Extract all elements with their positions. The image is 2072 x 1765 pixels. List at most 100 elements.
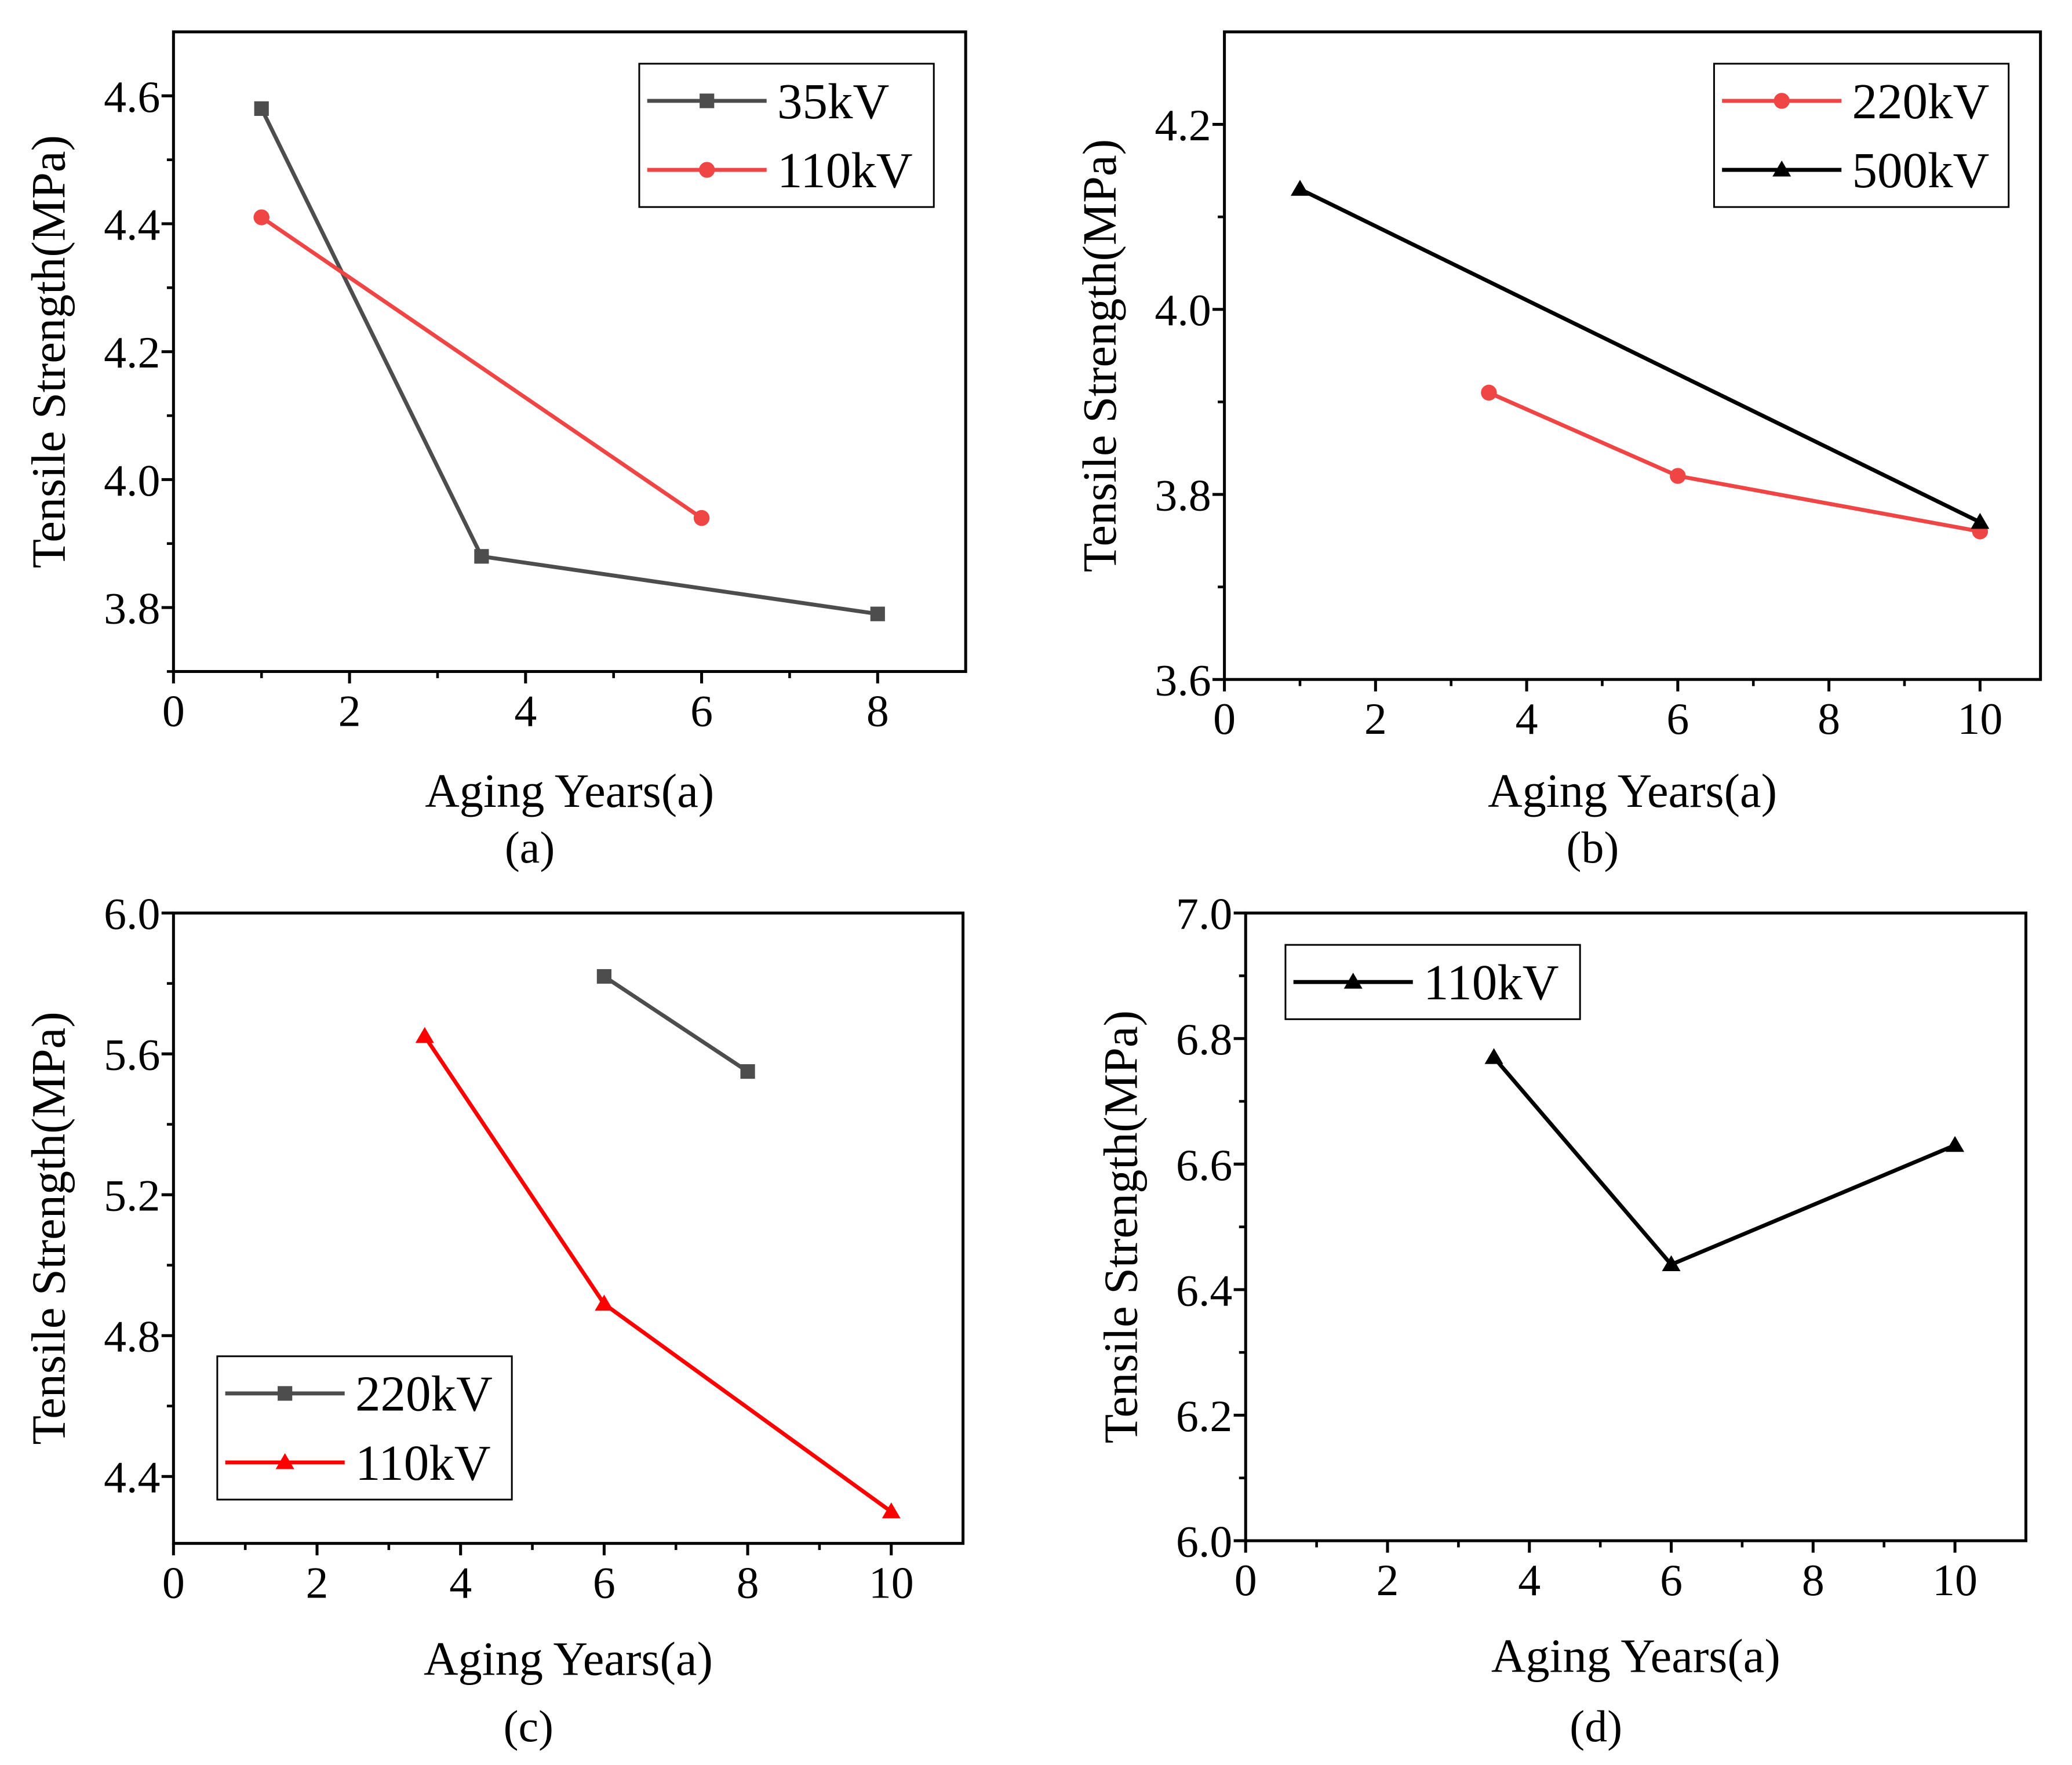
x-tick-label: 4 [1518, 1555, 1541, 1605]
data-point [870, 606, 885, 621]
series-110kV [253, 209, 710, 526]
y-axis-label: Tensile Strength(MPa) [1095, 1010, 1148, 1443]
y-tick-label: 5.2 [104, 1171, 160, 1221]
legend-label: 220kV [1852, 73, 1990, 129]
x-tick-label: 8 [1818, 694, 1840, 744]
data-point [1670, 468, 1686, 484]
legend-label: 110kV [1423, 954, 1559, 1010]
y-tick-label: 5.6 [104, 1030, 160, 1080]
x-tick-label: 10 [1932, 1555, 1978, 1605]
data-point [596, 969, 611, 984]
legend-marker [1772, 161, 1791, 177]
y-tick-label: 3.6 [1155, 656, 1211, 705]
x-tick-label: 0 [162, 686, 185, 736]
y-tick-label: 6.0 [104, 889, 160, 939]
x-tick-label: 8 [737, 1558, 759, 1608]
y-tick-label: 6.4 [1176, 1265, 1232, 1315]
chart-panel-b: 0 2 4 6 8 10 3.6 3.8 4.0 4.2 Aging Years(a) Tensile… [1073, 30, 2042, 872]
series-line [1492, 1056, 1956, 1267]
x-axis-label: Aging Years(a) [1491, 1630, 1780, 1683]
chart-panel-d: 0 2 4 6 8 10 6.0 6.2 6.4 6.6 6.8 7.0 Aging Years(a) T… [1095, 889, 2027, 1751]
legend-marker [275, 1453, 294, 1469]
data-point [595, 1294, 614, 1311]
panel-caption: (b) [1567, 823, 1619, 872]
data-point [1971, 512, 1990, 529]
data-point [1481, 384, 1497, 401]
x-tick-label: 6 [1666, 694, 1689, 744]
panel-caption: (d) [1570, 1701, 1622, 1751]
legend-box [638, 63, 935, 208]
legend: 35kV 110kV [638, 63, 935, 208]
data-point [882, 1502, 901, 1519]
x-tick-label: 4 [449, 1558, 472, 1608]
data-point [253, 209, 270, 225]
y-tick-label: 4.4 [104, 1453, 160, 1502]
series-110kV [1484, 1048, 1965, 1272]
y-axis-label: Tensile Strength(MPa) [1073, 139, 1126, 572]
legend-marker [698, 162, 715, 178]
chart-panel-c: 0 2 4 6 8 10 4.4 4.8 5.2 5.6 6.0 Aging Years(a) Tens… [23, 889, 965, 1751]
x-tick-label: 6 [593, 1558, 616, 1608]
legend-box [216, 1355, 513, 1501]
legend-marker [700, 93, 715, 108]
data-point [1484, 1048, 1503, 1064]
data-point [415, 1027, 434, 1043]
x-tick-label: 10 [869, 1558, 914, 1608]
legend: 220kV 110kV [216, 1355, 513, 1501]
x-tick-label: 4 [514, 686, 537, 736]
legend-marker [278, 1386, 293, 1401]
legend-box [1713, 63, 2010, 208]
y-axis-label: Tensile Strength(MPa) [23, 1011, 75, 1444]
legend: 110kV [1284, 944, 1581, 1020]
x-tick-label: 10 [1957, 694, 2002, 744]
series-500kV [1290, 180, 1990, 529]
chart-panel-a: 0 2 4 6 8 3.8 4.0 4.2 4.4 4.6 Aging Years(a) Tensil… [23, 30, 967, 872]
y-tick-label: 6.0 [1176, 1517, 1232, 1567]
data-point [254, 101, 269, 116]
data-point [693, 510, 710, 526]
x-tick-label: 2 [1364, 694, 1387, 744]
series-line [1299, 187, 1981, 524]
x-tick-label: 2 [1377, 1555, 1399, 1605]
x-tick-label: 4 [1516, 694, 1538, 744]
series-line [603, 974, 749, 1073]
x-tick-label: 6 [690, 686, 713, 736]
panel-caption: (c) [504, 1701, 553, 1751]
y-tick-label: 3.8 [1155, 470, 1211, 520]
series-220kV [1481, 384, 1989, 540]
x-tick-label: 8 [1802, 1555, 1825, 1605]
y-tick-label: 4.2 [1155, 100, 1211, 150]
legend-marker [1774, 93, 1790, 109]
legend-label: 500kV [1852, 142, 1990, 198]
panel-caption: (a) [505, 823, 555, 872]
y-tick-label: 4.0 [1155, 285, 1211, 335]
data-point [1946, 1136, 1965, 1152]
y-tick-label: 4.2 [104, 327, 160, 377]
legend: 220kV 500kV [1713, 63, 2010, 208]
data-point [1662, 1255, 1681, 1272]
legend-label: 110kV [777, 142, 913, 198]
y-axis-label: Tensile Strength(MPa) [23, 135, 75, 568]
data-point [474, 549, 489, 564]
series-110kV [415, 1027, 901, 1519]
y-tick-label: 4.8 [104, 1312, 160, 1362]
y-tick-label: 7.0 [1176, 889, 1232, 939]
y-tick-label: 4.6 [104, 72, 160, 122]
x-tick-label: 0 [1213, 694, 1236, 744]
y-tick-label: 4.4 [104, 199, 160, 249]
plot-frame [1223, 30, 2042, 681]
series-220kV [596, 969, 755, 1079]
series-line [1488, 391, 1980, 534]
legend-marker [1343, 973, 1363, 989]
plot-frame [172, 911, 965, 1545]
series-line [260, 216, 703, 520]
x-axis-label: Aging Years(a) [424, 1632, 713, 1685]
y-tick-label: 4.0 [104, 456, 160, 505]
series-35kV [254, 101, 885, 621]
x-tick-label: 2 [338, 686, 361, 736]
y-tick-label: 6.2 [1176, 1391, 1232, 1441]
x-tick-label: 0 [1235, 1555, 1257, 1605]
x-tick-label: 8 [866, 686, 889, 736]
x-axis-label: Aging Years(a) [425, 765, 714, 817]
